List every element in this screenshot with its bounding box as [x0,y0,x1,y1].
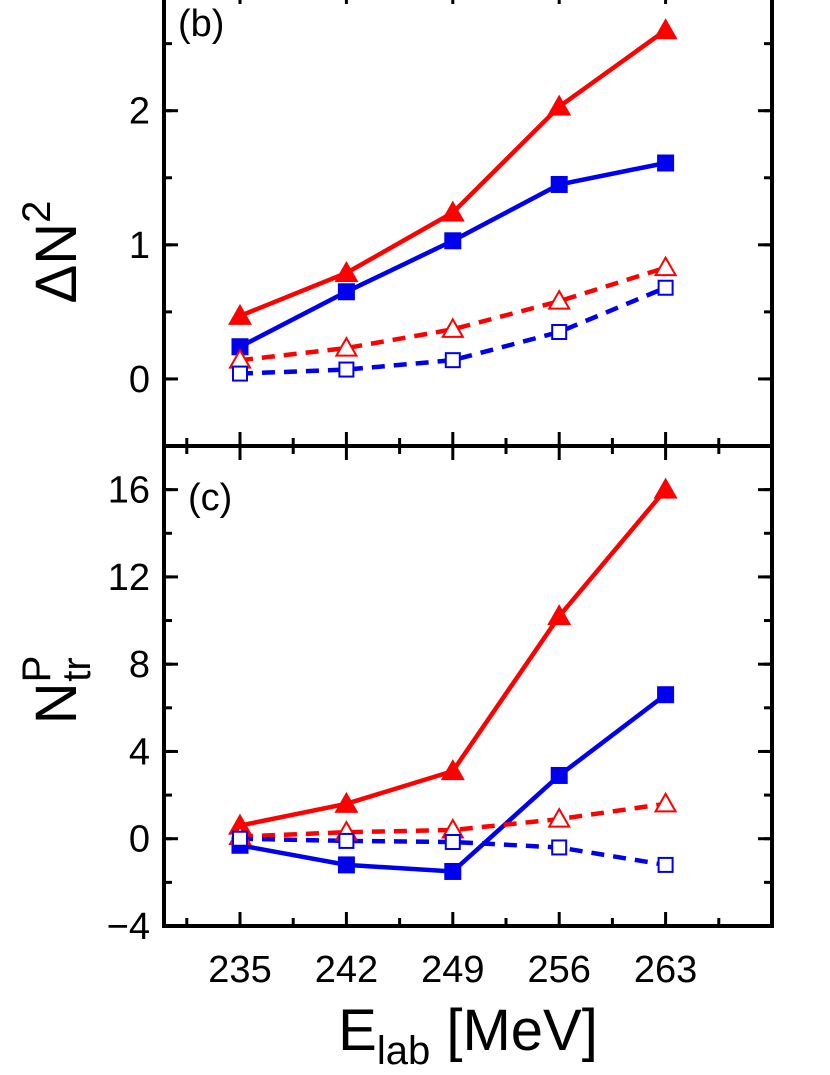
data-point-square [657,154,675,172]
panel-c-frame [162,444,774,928]
data-point-triangle [653,477,678,499]
y-tick-label: 0 [129,359,150,401]
series-line-2 [239,265,667,363]
data-point-square [338,361,355,378]
data-point-square [232,830,248,847]
y-tick-label: 2 [129,91,150,133]
data-point-triangle [653,791,678,813]
data-point-square [444,834,461,850]
x-label-sub: lab [377,1029,430,1073]
data-point-triangle [653,18,678,40]
x-tick-label: 263 [634,949,697,991]
panel-b-label: (b) [178,3,224,45]
data-point-square [337,283,355,301]
x-tick-label: 242 [315,949,378,991]
panel-c: (c) −4 0 4 8 12 16 235 242 249 256 263 NPtr Elab … [15,444,774,1073]
data-point-triangle [334,260,359,282]
data-point-triangle [440,200,465,222]
panel-c-ticks [164,444,772,928]
y-tick-label: 12 [108,557,150,599]
data-point-triangle [440,759,465,781]
data-point-square [337,856,355,874]
panel-c-y-label-sub: tr [55,657,99,681]
panel-b-y-axis-label: ΔN2 [15,201,89,304]
data-point-triangle [334,791,359,813]
series-line-2 [239,801,666,839]
y-tick-label: 4 [129,731,150,773]
x-tick-label: 256 [527,949,590,991]
data-point-triangle [547,604,572,626]
panel-b-markers [228,18,678,382]
data-point-triangle [547,289,571,310]
data-point-triangle [653,255,678,277]
panel-c-y-label-main: N [24,682,89,724]
panel-b-y-label-main: ΔN [24,223,89,304]
data-point-triangle [334,336,359,357]
panel-b-y-label-sup: 2 [15,201,59,223]
data-point-triangle [228,813,252,835]
x-tick-label: 249 [421,949,484,991]
panel-c-markers [228,477,678,880]
data-point-square [444,352,461,369]
data-point-square [551,324,568,340]
data-point-triangle [228,303,252,325]
data-point-square [551,839,568,856]
data-point-square [338,832,355,849]
x-tick-label: 235 [208,949,271,991]
series-line-3 [239,836,666,868]
data-point-triangle [441,317,465,338]
series-line-0 [239,28,667,318]
panel-b-ticks [164,0,772,448]
y-tick-label: 1 [129,225,150,267]
data-point-triangle [547,807,571,828]
data-point-square [657,279,674,296]
y-tick-label: 0 [129,819,150,861]
data-point-square [232,365,248,382]
data-point-square [550,175,568,193]
data-point-square [444,862,462,880]
y-tick-label: 8 [129,644,150,686]
data-point-square [657,856,674,873]
data-point-square [550,766,568,784]
x-label-main: E [338,998,377,1063]
panel-c-label: (c) [188,477,232,519]
y-tick-label: 16 [108,470,150,512]
series-line-3 [239,285,667,376]
panel-c-y-label-sup: P [15,656,59,683]
panel-c-x-tick-labels: 235 242 249 256 263 [208,949,697,991]
panel-b: (b) 012 ΔN2 [15,0,774,448]
x-axis-label: Elab [MeV] [338,998,598,1073]
y-tick-label: −4 [107,906,150,948]
x-label-tail: [MeV] [430,998,598,1063]
panel-c-y-axis-label: NPtr [15,656,99,725]
data-point-square [231,338,249,356]
panel-b-frame [162,0,774,448]
panel-c-series-lines [239,488,668,874]
data-point-square [444,232,462,250]
panel-c-y-tick-labels: −4 0 4 8 12 16 [107,470,150,948]
panel-b-y-tick-labels: 0 1 2 [129,91,150,401]
data-point-triangle [547,94,572,116]
data-point-square [657,686,675,704]
